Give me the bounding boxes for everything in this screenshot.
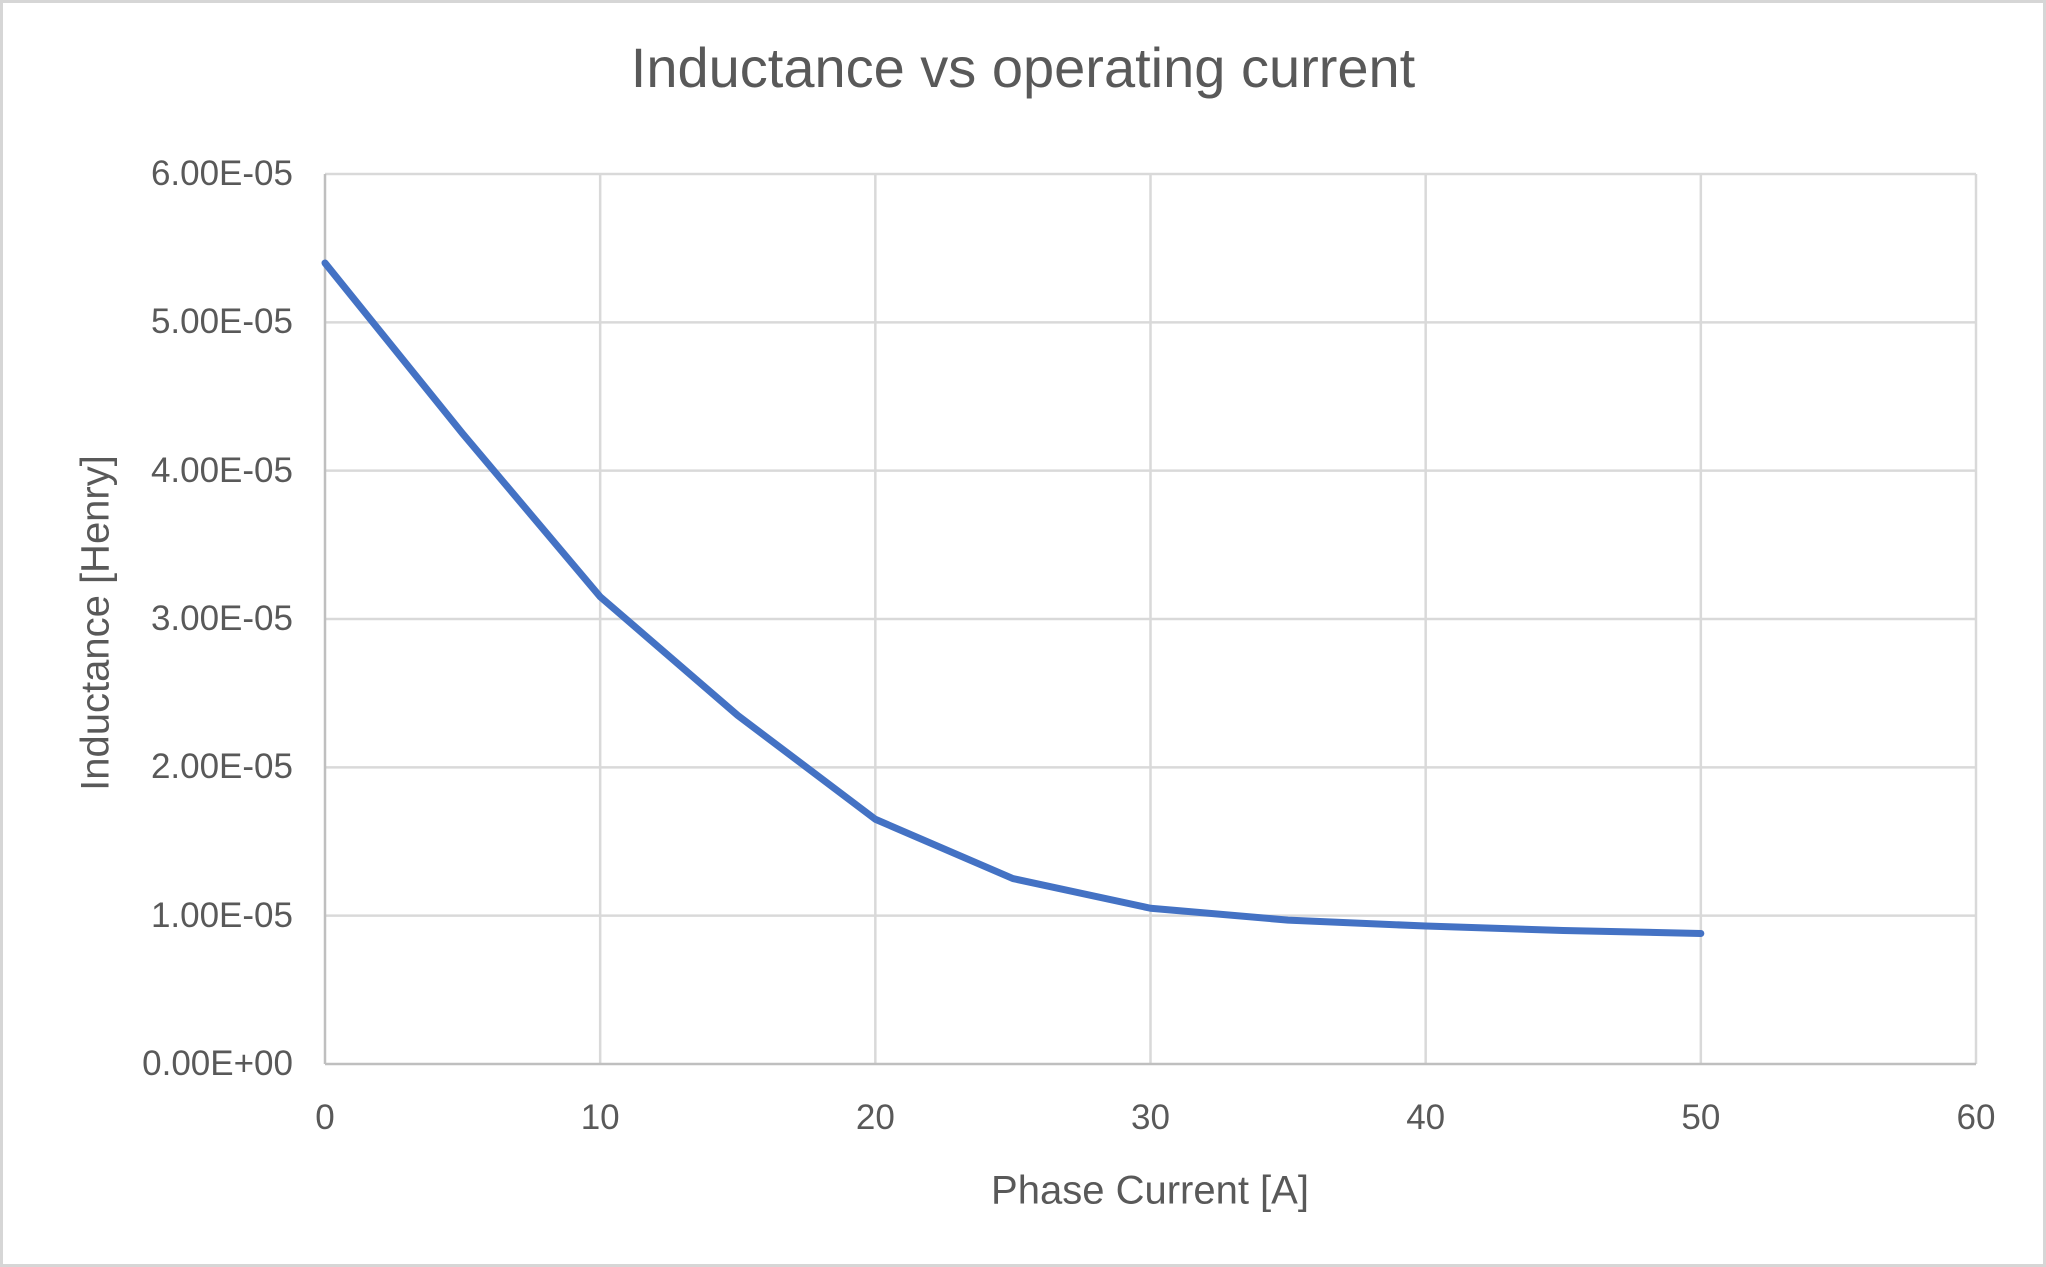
y-tick-label: 4.00E-05 — [150, 450, 293, 490]
x-tick-label: 30 — [1131, 1098, 1170, 1137]
x-tick-label: 60 — [1956, 1098, 1996, 1137]
x-tick-label: 20 — [855, 1098, 895, 1137]
y-tick-label: 6.00E-05 — [150, 154, 293, 193]
x-tick-label: 0 — [315, 1098, 335, 1137]
y-tick-label: 0.00E+00 — [142, 1044, 293, 1083]
x-tick-label: 40 — [1406, 1098, 1446, 1137]
series-line — [321, 259, 1705, 937]
chart-title: Inductance vs operating current — [630, 36, 1416, 99]
y-tick-label: 2.00E-05 — [150, 747, 293, 787]
y-tick-label: 3.00E-05 — [150, 599, 293, 638]
y-tick-label: 5.00E-05 — [150, 302, 293, 342]
plot-area — [321, 172, 1978, 1066]
x-axis-title: Phase Current [A] — [991, 1168, 1309, 1213]
x-tick-label: 10 — [580, 1098, 620, 1137]
x-tick-label: 50 — [1681, 1098, 1721, 1137]
y-tick-label: 1.00E-05 — [150, 895, 293, 935]
